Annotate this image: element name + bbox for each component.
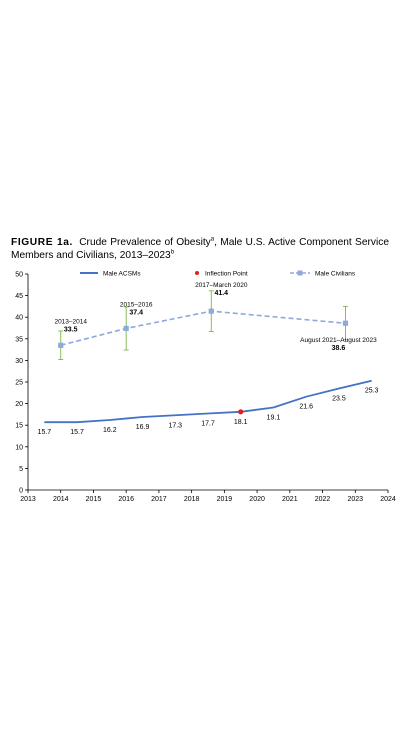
civilian-value-label: 33.5: [64, 326, 78, 333]
x-tick-label: 2021: [282, 496, 298, 503]
chart-legend: Male ACSMs Inflection Point Male Civilians: [80, 270, 356, 277]
y-tick-label: 45: [15, 293, 23, 300]
x-tick-label: 2023: [347, 496, 363, 503]
y-tick-label: 10: [15, 444, 23, 451]
y-tick-label: 15: [15, 423, 23, 430]
civilian-value-label: 41.4: [214, 290, 228, 297]
figure-title: FIGURE 1a. Crude Prevalence of Obesitya,…: [11, 237, 389, 262]
civilian-value-label: 37.4: [129, 309, 143, 316]
legend-marker-male-civilians: [297, 270, 303, 276]
obesity-line-chart: 0 5 10 15 20 25 30 35 40 45 50 2013 2014 2015 2016 2017…: [15, 270, 396, 504]
male-civilians-point: [342, 320, 349, 326]
x-tick-label: 2020: [249, 496, 265, 503]
y-tick-label: 25: [15, 380, 23, 387]
y-tick-label: 40: [15, 315, 23, 322]
inflection-point-marker: [238, 409, 244, 415]
x-tick-label: 2013: [20, 496, 36, 503]
acsm-value-label: 23.5: [332, 395, 346, 402]
civilian-period-label: 2017–March 2020: [195, 282, 248, 289]
acsm-value-label: 15.7: [38, 429, 52, 436]
y-tick-label: 20: [15, 401, 23, 408]
acsm-value-label: 15.7: [70, 429, 84, 436]
footnote-b: b: [170, 249, 175, 256]
x-tick-label: 2024: [380, 496, 396, 503]
legend-label-male-acsms: Male ACSMs: [103, 270, 141, 277]
x-tick-label: 2017: [151, 496, 167, 503]
legend-swatch-inflection-point: [195, 271, 199, 275]
civilian-period-label: August 2021–August 2023: [300, 337, 377, 344]
male-civilians-point: [58, 342, 64, 348]
acsm-value-label: 25.3: [365, 388, 379, 395]
chart-axes: 0 5 10 15 20 25 30 35 40 45 50 2013 2014 2015 2016 2017…: [15, 272, 396, 504]
acsm-value-label: 16.9: [136, 424, 150, 431]
x-tick-label: 2016: [118, 496, 134, 503]
male-civilians-point: [208, 308, 214, 314]
figure-title-rest: , Male U.S. Active Component Service Mem…: [11, 237, 389, 261]
x-tick-label: 2015: [86, 496, 102, 503]
acsm-value-label: 19.1: [267, 414, 281, 421]
x-tick-label: 2014: [53, 496, 69, 503]
y-tick-label: 50: [15, 272, 23, 279]
civilian-period-label: 2013–2014: [54, 318, 87, 325]
y-tick-label: 30: [15, 358, 23, 365]
figure-title-main: Crude Prevalence of Obesity: [79, 237, 211, 248]
acsm-value-label: 18.1: [234, 419, 248, 426]
x-tick-label: 2022: [315, 496, 331, 503]
figure-label: FIGURE 1a.: [11, 237, 73, 248]
legend-label-male-civilians: Male Civilians: [315, 270, 356, 277]
y-tick-label: 0: [19, 488, 23, 495]
x-tick-label: 2018: [184, 496, 200, 503]
male-acsms-line: [44, 379, 372, 424]
acsm-value-label: 17.7: [201, 421, 215, 428]
footnote-a: a: [210, 236, 215, 243]
x-tick-label: 2019: [217, 496, 233, 503]
y-tick-label: 5: [19, 466, 23, 473]
civilian-value-label: 38.6: [332, 345, 346, 352]
civilian-period-label: 2015–2016: [120, 301, 153, 308]
acsm-value-label: 21.6: [299, 404, 313, 411]
acsm-value-label: 16.2: [103, 427, 117, 434]
y-tick-label: 35: [15, 336, 23, 343]
acsm-value-label: 17.3: [168, 422, 182, 429]
male-civilians-point: [123, 325, 129, 332]
legend-label-inflection-point: Inflection Point: [205, 270, 248, 277]
male-civilians-line: [60, 310, 346, 347]
